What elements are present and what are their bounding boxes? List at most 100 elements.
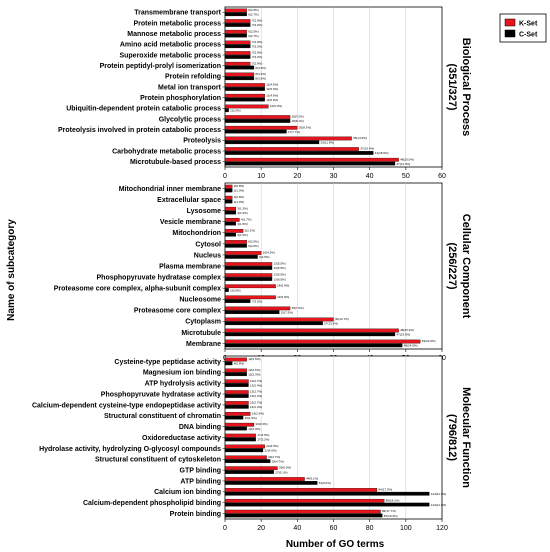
bar-kset-cysteine-type-peptidase-activity (224, 357, 247, 362)
data-label-kset: 18(7.5%) (292, 115, 304, 119)
category-label-plasma-membrane: Plasma membrane (159, 263, 221, 270)
category-label-glycolytic-process: Glycolytic process (159, 116, 221, 123)
x-axis-label: Number of GO terms (286, 539, 385, 550)
bar-kset-proteolysis (224, 136, 352, 141)
data-label-kset: 8(3.3%) (255, 72, 266, 76)
bar-cset-amino-acid-metabolic-process (224, 44, 251, 49)
category-label-protein-phosphorylation: Protein phosphorylation (140, 95, 221, 102)
bar-cset-extracellular-space (224, 199, 233, 204)
data-label-cset: 3(1.5%) (237, 222, 248, 226)
data-label-kset: 14(5.9%) (277, 284, 289, 288)
bar-kset-transmembrane-transport (224, 8, 247, 13)
data-label-cset: 13(6.5%) (274, 266, 286, 270)
data-label-cset: 25(4.7%) (272, 459, 284, 463)
bar-cset-phosphopyruvate-hydratase-activity (224, 394, 249, 398)
bar-kset-carbohydrate-metabolic-process (224, 147, 359, 151)
bar-cset-calcium-ion-binding (224, 491, 430, 496)
bar-cset-microtubule-based-process (224, 161, 396, 166)
data-label-kset: 17(3.5%) (257, 433, 269, 437)
data-label-cset: 26(11.8%) (321, 141, 335, 145)
data-label-cset: 4(0.8%) (234, 362, 245, 366)
x-tick-label: 10 (257, 173, 265, 180)
bar-cset-transmembrane-transport (224, 12, 247, 17)
data-label-cset: 27(13.5%) (324, 322, 338, 326)
data-label-cset: 1(0.5%) (230, 288, 241, 292)
data-label-cset: 17(3.2%) (257, 438, 269, 442)
data-label-cset: 87(16.4%) (384, 514, 398, 518)
data-label-cset: 2(1.0%) (234, 200, 245, 204)
data-label-cset: 7(3.2%) (252, 45, 263, 49)
category-label-protein-binding: Protein binding (170, 511, 221, 518)
category-label-magnesium-ion-binding: Magnesium ion binding (143, 370, 221, 377)
bar-kset-phosphopyruvate-hydratase-complex (224, 273, 273, 278)
bar-kset-oxidoreductase-activity (224, 433, 256, 438)
data-label-cset: 47(23.5%) (396, 333, 410, 337)
bar-kset-superoxide-metabolic-process (224, 51, 251, 55)
data-label-cset: 51(9.6%) (319, 481, 331, 485)
category-label-proteasome-core-complex-alpha-subunit-complex: Proteasome core complex, alpha-subunit c… (54, 286, 221, 293)
data-label-kset: 16(3.3%) (255, 422, 267, 426)
bar-kset-calcium-dependent-cysteine-type-endopeptidase-activity (224, 401, 249, 405)
category-label-protein-refolding: Protein refolding (165, 74, 221, 81)
data-label-kset: 2(0.8%) (234, 195, 245, 199)
data-label-kset: 54(22.9%) (422, 339, 436, 343)
data-label-cset: 3(1.5%) (237, 211, 248, 215)
legend-swatch-kset (504, 18, 516, 27)
bar-kset-atp-binding (224, 477, 305, 481)
bar-kset-membrane (224, 339, 421, 344)
data-label-kset: 7(2.9%) (252, 51, 263, 55)
data-label-cset: 12(2.3%) (248, 373, 260, 377)
category-label-hydrolase-activity-hydrolyzing-o-glycosyl-compounds: Hydrolase activity, hydrolyzing O-glycos… (39, 446, 221, 453)
bar-cset-cytoplasm (224, 321, 323, 326)
bar-kset-cytosol (224, 240, 247, 244)
x-tick-label: 80 (366, 525, 374, 532)
category-label-membrane: Membrane (186, 341, 221, 348)
bar-cset-ubiquitin-dependent-protein-catabolic-process (224, 108, 229, 113)
legend-label-cset: C-Set (519, 32, 538, 39)
bar-kset-glycolytic-process (224, 115, 291, 119)
data-label-kset: 14(5.9%) (277, 295, 289, 299)
bar-kset-protein-metabolic-process (224, 19, 251, 23)
data-label-cset: 13(2.4%) (250, 394, 262, 398)
x-tick-label: 40 (366, 173, 374, 180)
bar-kset-calcium-ion-binding (224, 488, 378, 492)
category-label-microtubule-based-process: Microtubule-based process (130, 159, 221, 166)
bar-kset-protein-refolding (224, 72, 255, 77)
x-tick-label: 30 (330, 173, 338, 180)
bar-kset-mannose-metabolic-process (224, 29, 247, 34)
bar-kset-magnesium-ion-binding (224, 368, 247, 373)
bar-cset-structural-constituent-of-chromatin (224, 415, 244, 420)
bar-kset-lysosome (224, 206, 236, 211)
data-label-kset: 5(2.1%) (245, 228, 256, 232)
data-label-kset: 2(0.8%) (234, 184, 245, 188)
data-label-kset: 14(2.9%) (252, 411, 264, 415)
data-label-cset: 1(0.5%) (230, 109, 241, 113)
legend: K-Set C-Set (499, 13, 547, 43)
category-label-amino-acid-metabolic-process: Amino acid metabolic process (120, 42, 221, 49)
bar-kset-structural-constituent-of-cytoskeleton (224, 455, 267, 460)
panel-title: Cellular Component(256/227) (446, 214, 472, 319)
bar-cset-mitochondrial-inner-membrane (224, 188, 233, 193)
bar-cset-cytosol (224, 243, 247, 248)
x-tick-label: 0 (223, 525, 227, 532)
data-label-cset: 41(18.6%) (375, 151, 389, 155)
bar-cset-microtubule (224, 332, 396, 337)
bar-kset-mitochondrion (224, 229, 244, 233)
bar-kset-mitochondrial-inner-membrane (224, 184, 233, 189)
data-label-cset: 8(3.6%) (255, 66, 266, 70)
data-label-cset: 18(8.1%) (292, 119, 304, 123)
category-label-vesicle-membrane: Vesicle membrane (160, 219, 221, 226)
data-label-cset: 6(2.7%) (248, 34, 259, 38)
data-label-cset: 49(24.5%) (404, 344, 418, 348)
category-label-mitochondrial-inner-membrane: Mitochondrial inner membrane (119, 186, 221, 193)
bar-kset-protein-phosphorylation (224, 93, 265, 98)
data-label-kset: 7(2.9%) (252, 19, 263, 23)
bar-cset-cysteine-type-peptidase-activity (224, 361, 233, 366)
data-label-cset: 27(5.1%) (275, 470, 287, 474)
bar-kset-calcium-dependent-phospholipid-binding (224, 498, 385, 503)
data-label-kset: 12(2.5%) (248, 357, 260, 361)
data-label-cset: 113(21.3%) (431, 492, 446, 496)
bar-cset-plasma-membrane (224, 266, 273, 270)
data-label-cset: 7(3.2%) (252, 23, 263, 27)
data-label-kset: 12(2.5%) (248, 368, 260, 372)
